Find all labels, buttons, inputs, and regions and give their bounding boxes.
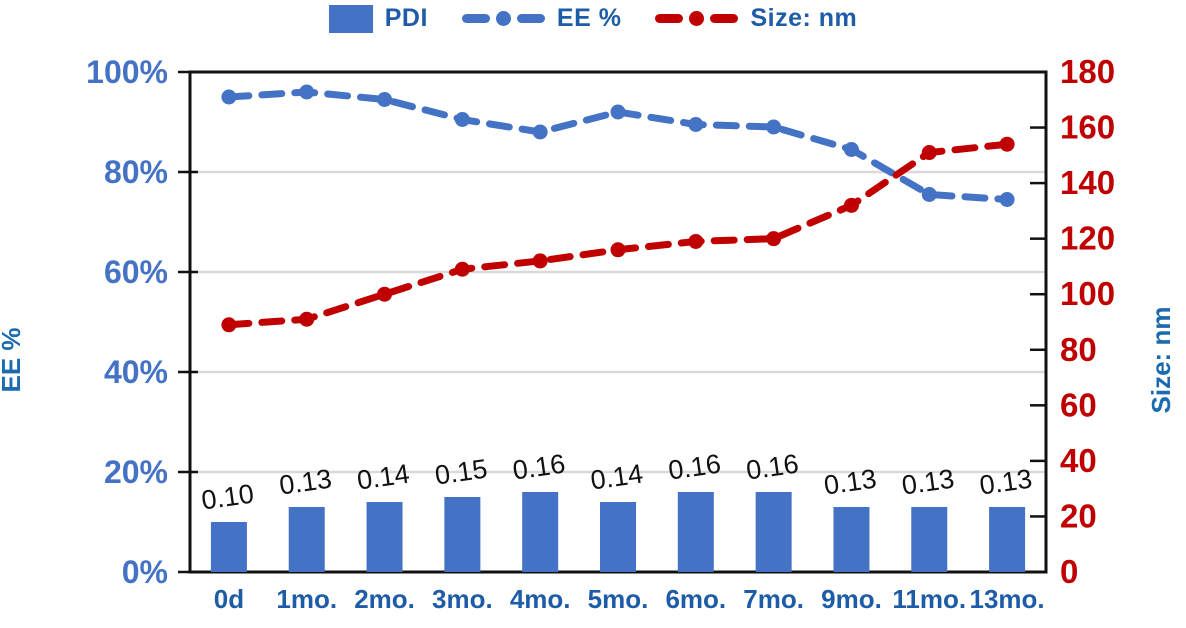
legend-label-ee: EE % [556, 4, 622, 32]
pdi-bar [911, 507, 948, 572]
chart-legend: PDI EE % Size: nm [0, 4, 1186, 33]
legend-item-size: Size: nm [655, 4, 857, 33]
pdi-bar-label: 0.13 [822, 464, 878, 501]
right-axis-tick-label: 140 [1060, 164, 1115, 201]
pdi-bar-label: 0.10 [200, 479, 256, 516]
x-axis-label: 13mo. [970, 584, 1045, 614]
pdi-bar [989, 507, 1026, 572]
x-axis-label: 4mo. [510, 584, 571, 614]
left-axis-tick-label: 80% [104, 154, 168, 190]
pdi-bar-label: 0.15 [433, 454, 489, 491]
ee-point [221, 89, 237, 105]
x-axis-label: 7mo. [743, 584, 804, 614]
pdi-bar [210, 522, 247, 572]
ee-point [843, 142, 859, 157]
pdi-bar-label: 0.16 [744, 449, 800, 486]
left-axis-tick-label: 20% [104, 454, 168, 490]
pdi-bar-label: 0.13 [277, 464, 333, 501]
ee-point [532, 124, 548, 140]
pdi-bar [444, 497, 481, 572]
size-point [610, 242, 626, 258]
right-axis-tick-label: 0 [1060, 553, 1078, 590]
x-axis-label: 6mo. [665, 584, 726, 614]
right-axis-tick-label: 80 [1060, 331, 1097, 368]
size-point [999, 136, 1015, 152]
left-axis-title: EE % [0, 327, 26, 392]
ee-point [688, 117, 704, 132]
left-axis-tick-label: 100% [86, 54, 168, 90]
x-axis-label: 9mo. [821, 584, 882, 614]
pdi-bar [522, 492, 559, 572]
pdi-bar [366, 502, 403, 572]
right-axis-title: Size: nm [1146, 307, 1176, 414]
size-point [688, 233, 704, 249]
x-axis-label: 11mo. [892, 584, 966, 614]
x-axis-label: 1mo. [276, 584, 337, 614]
right-axis-tick-label: 40 [1060, 442, 1097, 479]
left-axis-tick-label: 0% [122, 554, 168, 590]
size-line-swatch-icon [655, 11, 739, 26]
x-axis-label: 2mo. [354, 584, 415, 614]
size-point [532, 253, 548, 269]
pdi-bar [833, 507, 870, 572]
pdi-bar-label: 0.16 [511, 449, 567, 486]
size-point [299, 311, 315, 327]
pdi-bar-label: 0.14 [355, 459, 411, 496]
x-axis-label: 0d [214, 584, 244, 614]
right-axis-tick-label: 160 [1060, 109, 1115, 146]
right-axis-tick-label: 120 [1060, 220, 1115, 257]
pdi-bar [600, 502, 636, 572]
legend-item-pdi: PDI [328, 4, 428, 33]
left-axis-tick-label: 60% [104, 254, 168, 290]
right-axis-tick-label: 60 [1060, 386, 1097, 423]
left-axis-tick-label: 40% [104, 354, 168, 390]
ee-line-swatch-icon [461, 11, 545, 26]
pdi-bar-label: 0.13 [900, 464, 956, 501]
legend-item-ee: EE % [461, 4, 622, 33]
right-axis-tick-label: 20 [1060, 497, 1097, 534]
size-point [377, 286, 393, 302]
x-axis-label: 3mo. [432, 584, 493, 614]
ee-point [610, 104, 626, 120]
pdi-bar-label: 0.14 [589, 459, 645, 496]
size-point [221, 317, 237, 333]
pdi-bar-label: 0.16 [666, 449, 722, 486]
pdi-bar-swatch-icon [328, 4, 373, 33]
right-axis-tick-label: 100 [1060, 275, 1115, 312]
legend-label-size: Size: nm [750, 4, 858, 32]
size-point [843, 197, 859, 213]
ee-point [454, 112, 470, 127]
pdi-bar [677, 492, 714, 572]
size-point [766, 231, 782, 247]
pdi-bar [288, 507, 325, 572]
size-point [454, 261, 470, 277]
legend-label-pdi: PDI [384, 4, 428, 32]
pdi-bar-label: 0.13 [978, 464, 1034, 501]
ee-point [299, 84, 315, 100]
size-point [921, 145, 937, 161]
right-axis-tick-label: 180 [1060, 53, 1115, 90]
ee-point [921, 187, 937, 202]
ee-point [377, 92, 393, 107]
ee-point [999, 192, 1015, 207]
x-axis-label: 5mo. [588, 584, 649, 614]
ee-point [766, 119, 782, 135]
pdi-bar [755, 492, 792, 572]
